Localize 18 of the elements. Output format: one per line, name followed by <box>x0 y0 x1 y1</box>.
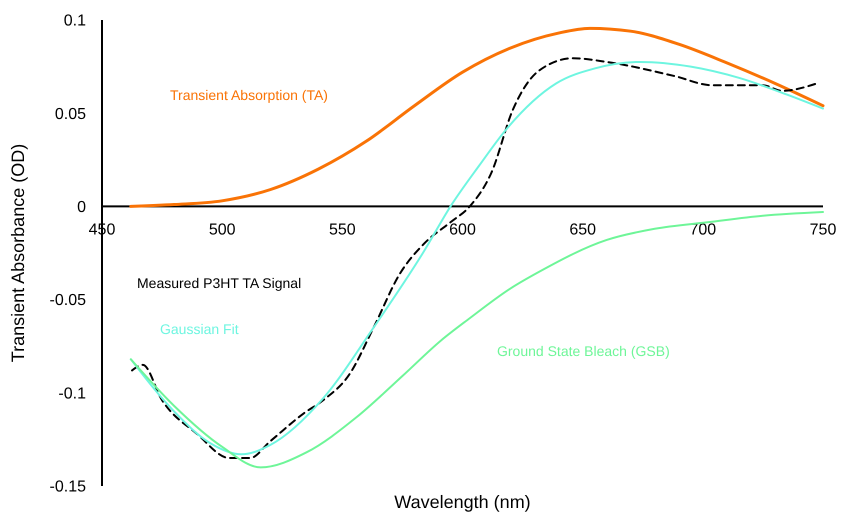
y-tick-label: -0.15 <box>50 478 86 496</box>
text: Ground State Bleach (GSB) <box>497 343 670 359</box>
text: Transient Absorption (TA) <box>170 87 328 103</box>
y-tick-label: 0.05 <box>54 106 86 123</box>
x-tick-label: 500 <box>208 221 236 238</box>
text: Measured P3HT TA Signal <box>137 275 302 291</box>
y-tick-label: 0 <box>77 199 86 216</box>
y-tick-label: -0.05 <box>50 292 86 310</box>
text: Gaussian Fit <box>160 321 239 337</box>
y-tick-label: -0.1 <box>58 385 86 402</box>
x-tick-label: 750 <box>810 221 836 238</box>
x-tick-label: 550 <box>328 221 356 238</box>
x-tick-label: 650 <box>569 221 596 238</box>
x-axis-title: Wavelength (nm) <box>394 492 531 512</box>
y-axis-title: Transient Absorbance (OD) <box>8 144 28 362</box>
line-series <box>129 26 824 208</box>
y-tick-label: 0.1 <box>64 12 86 30</box>
x-tick-label: 600 <box>449 221 476 238</box>
